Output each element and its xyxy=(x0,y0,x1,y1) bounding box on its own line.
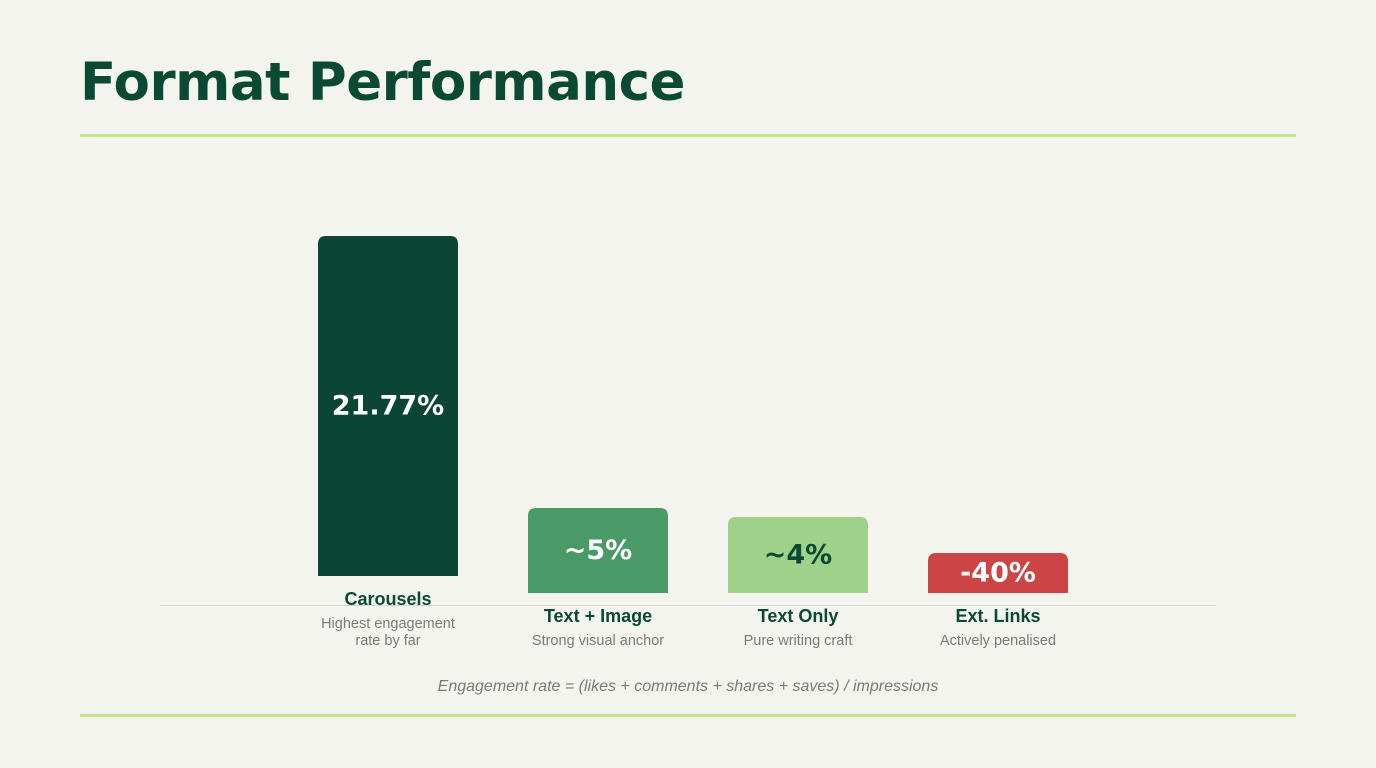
value-label-carousels: 21.77% xyxy=(332,391,444,422)
value-label-ext-links: -40% xyxy=(960,558,1036,589)
category-description-carousels-2: rate by far xyxy=(355,633,420,649)
engagement-footnote: Engagement rate = (likes + comments + sh… xyxy=(437,678,939,695)
title-divider xyxy=(80,134,1296,137)
category-description-text-only-1: Pure writing craft xyxy=(744,633,853,649)
category-description-ext-links-1: Actively penalised xyxy=(940,633,1056,649)
bar-text-only xyxy=(728,517,868,593)
category-label-text-only: Text Only xyxy=(758,606,839,626)
bar-carousels xyxy=(318,236,458,576)
category-description-carousels-1: Highest engagement xyxy=(321,616,455,632)
value-label-text-image: ~5% xyxy=(564,535,632,566)
footer-divider xyxy=(80,714,1296,717)
bar-group-ext-links: -40% Ext. Links Actively penalised xyxy=(928,553,1068,649)
value-label-text-only: ~4% xyxy=(764,540,832,571)
bar-group-text-image: ~5% Text + Image Strong visual anchor xyxy=(528,508,668,649)
chart-baseline xyxy=(160,605,1216,606)
bar-text-image xyxy=(528,508,668,593)
category-label-text-image: Text + Image xyxy=(544,606,652,626)
category-label-carousels: Carousels xyxy=(344,589,431,609)
category-description-text-image-1: Strong visual anchor xyxy=(532,633,664,649)
category-label-ext-links: Ext. Links xyxy=(955,606,1040,626)
bar-ext-links xyxy=(928,553,1068,593)
page-title: Format Performance xyxy=(80,52,686,113)
bar-group-text-only: ~4% Text Only Pure writing craft xyxy=(728,517,868,649)
